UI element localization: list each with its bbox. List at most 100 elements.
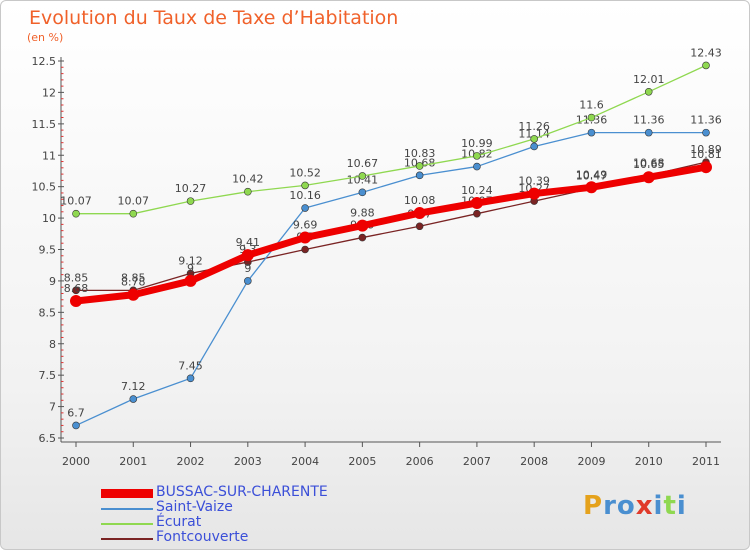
data-point-saint-vaize: [587, 128, 596, 137]
data-label-curat: 10.07: [60, 195, 92, 208]
y-tick-label: 9.5: [39, 244, 57, 257]
data-label-bussac-sur-charente: 9.88: [350, 207, 375, 220]
data-point-curat: [473, 152, 481, 160]
data-point-fontcouverte: [415, 222, 424, 231]
data-label-bussac-sur-charente: 8.78: [121, 276, 146, 289]
data-point-bussac-sur-charente: [700, 161, 712, 174]
x-tick-label: 2002: [177, 455, 205, 468]
legend-swatch-fontcouverte: [101, 538, 153, 540]
data-label-fontcouverte: 10.68: [633, 156, 665, 169]
y-tick-label: 8: [49, 338, 56, 351]
data-point-fontcouverte: [358, 233, 367, 242]
legend-label-saint-vaize: Saint-Vaize: [156, 499, 233, 515]
data-label-bussac-sur-charente: 10.49: [576, 168, 608, 181]
data-point-saint-vaize: [358, 188, 367, 197]
data-point-curat: [244, 187, 252, 196]
data-label-saint-vaize: 11.14: [518, 127, 550, 140]
series-line-saint-vaize: [75, 131, 706, 427]
legend-swatch-saint-vaize: [101, 508, 153, 510]
data-point-saint-vaize: [415, 171, 424, 180]
data-label-saint-vaize: 7.45: [178, 359, 203, 372]
data-point-saint-vaize: [186, 374, 195, 383]
data-label-bussac-sur-charente: 9.41: [236, 236, 261, 249]
y-tick-label: 10: [42, 212, 56, 225]
data-point-fontcouverte: [301, 245, 309, 254]
y-tick-label: 11: [42, 149, 56, 162]
y-tick-label: 10.5: [32, 181, 57, 194]
logo-letter: o: [616, 491, 636, 521]
data-label-bussac-sur-charente: 10.65: [633, 158, 665, 171]
data-point-curat: [358, 172, 367, 180]
data-label-curat: 10.42: [232, 173, 264, 186]
data-point-bussac-sur-charente: [184, 274, 197, 287]
data-label-curat: 11.6: [579, 99, 604, 112]
data-point-curat: [186, 197, 195, 205]
y-tick-label: 7.5: [39, 369, 57, 382]
data-label-curat: 12.01: [633, 73, 665, 86]
data-point-curat: [415, 162, 424, 170]
series-line-curat: [76, 64, 707, 215]
data-label-bussac-sur-charente: 9.69: [293, 219, 318, 232]
data-point-bussac-sur-charente: [127, 288, 140, 301]
data-point-saint-vaize: [644, 128, 653, 137]
data-label-curat: 12.43: [690, 46, 722, 59]
data-label-bussac-sur-charente: 8.68: [64, 282, 89, 295]
data-point-bussac-sur-charente: [528, 187, 541, 200]
x-tick-label: 2009: [577, 455, 605, 468]
y-tick-label: 6.5: [39, 432, 57, 445]
data-label-saint-vaize: 7.12: [121, 380, 146, 393]
data-point-saint-vaize: [129, 395, 138, 403]
x-tick-label: 2000: [62, 455, 90, 468]
data-label-curat: 10.07: [118, 195, 150, 208]
data-label-fontcouverte: 8.85: [121, 271, 146, 284]
series-line-bussac-sur-charente: [75, 163, 707, 305]
legend-swatch-bussac: [101, 489, 153, 498]
x-tick-label: 2008: [520, 455, 548, 468]
data-point-curat: [644, 87, 653, 96]
data-label-fontcouverte: 9.12: [178, 254, 203, 267]
y-tick-label: 7: [49, 401, 56, 414]
y-tick-label: 12: [42, 86, 56, 99]
data-point-saint-vaize: [473, 162, 481, 171]
y-tick-label: 11.5: [32, 118, 57, 131]
data-label-curat: 10.99: [461, 137, 493, 150]
data-label-fontcouverte: 8.85: [64, 271, 89, 284]
data-point-saint-vaize: [301, 204, 309, 212]
data-label-saint-vaize: 10.41: [347, 173, 379, 186]
chart-title: Evolution du Taux de Taxe d’Habitation: [29, 7, 399, 29]
data-label-curat: 11.26: [518, 120, 550, 133]
y-tick-label: 8.5: [39, 306, 57, 319]
x-tick-label: 2011: [692, 455, 720, 468]
data-label-fontcouverte: 10.89: [690, 143, 722, 156]
logo-letter: t: [663, 491, 677, 521]
logo-letter: i: [676, 491, 687, 521]
logo-letter: x: [635, 491, 654, 521]
data-point-fontcouverte: [72, 286, 80, 295]
data-point-saint-vaize: [530, 142, 538, 151]
legend-swatch-ecurat: [101, 523, 153, 525]
legend-label-bussac: BUSSAC-SUR-CHARENTE: [156, 484, 328, 500]
x-tick-label: 2010: [635, 455, 663, 468]
data-point-bussac-sur-charente: [299, 231, 312, 244]
data-label-bussac-sur-charente: 9: [187, 262, 194, 275]
data-label-bussac-sur-charente: 10.24: [461, 184, 493, 197]
data-point-curat: [72, 209, 80, 218]
data-point-curat: [702, 61, 710, 70]
legend-label-ecurat: Écurat: [156, 514, 202, 530]
data-label-fontcouverte: 10.47: [576, 170, 608, 183]
x-tick-label: 2004: [291, 455, 319, 468]
data-point-curat: [587, 113, 596, 122]
data-point-saint-vaize: [702, 128, 710, 137]
data-point-bussac-sur-charente: [70, 295, 82, 308]
y-tick-label: 9: [49, 275, 56, 288]
data-label-bussac-sur-charente: 10.81: [690, 148, 722, 161]
data-label-curat: 10.67: [347, 157, 379, 170]
logo-letter: i: [653, 491, 664, 521]
data-point-bussac-sur-charente: [356, 219, 369, 232]
data-point-curat: [129, 209, 138, 218]
y-tick-label: 12.5: [32, 55, 57, 68]
data-label-bussac-sur-charente: 10.08: [404, 194, 436, 207]
data-label-curat: 10.83: [404, 147, 436, 160]
legend-label-fontcouverte: Fontcouverte: [156, 529, 249, 545]
